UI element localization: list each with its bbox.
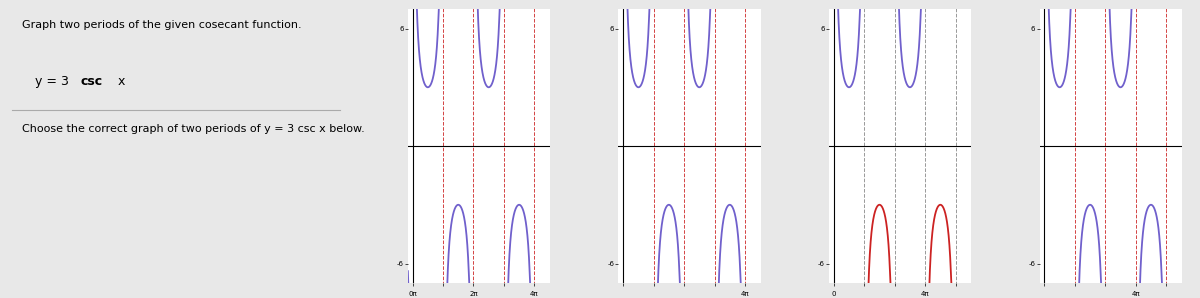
- Text: y = 3: y = 3: [35, 75, 73, 88]
- Text: x: x: [114, 75, 125, 88]
- Text: O B.: O B.: [608, 0, 631, 1]
- Text: Graph two periods of the given cosecant function.: Graph two periods of the given cosecant …: [22, 20, 301, 30]
- Text: O A.: O A.: [398, 0, 420, 1]
- Text: O C.: O C.: [820, 0, 841, 1]
- Text: Choose the correct graph of two periods of y = 3 csc x below.: Choose the correct graph of two periods …: [22, 124, 365, 134]
- Text: O D.: O D.: [1030, 0, 1052, 1]
- Text: csc: csc: [80, 75, 103, 88]
